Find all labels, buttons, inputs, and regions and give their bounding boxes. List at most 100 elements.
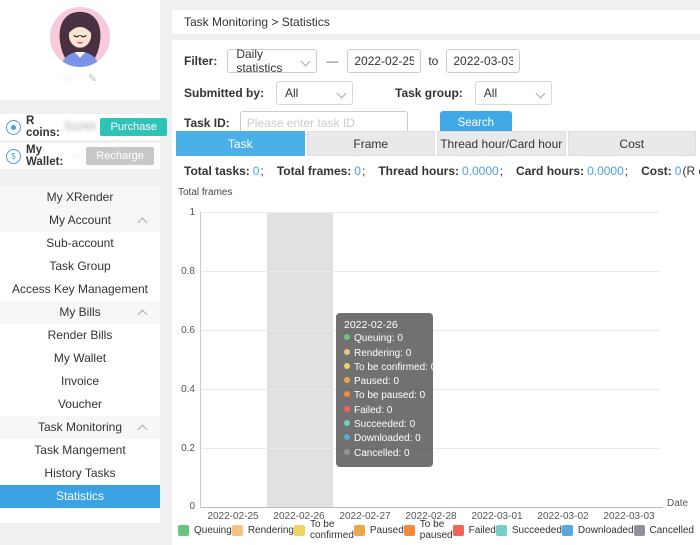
sidebar-item-my-bills[interactable]: My Bills xyxy=(0,301,160,324)
wallet-label: My Wallet: xyxy=(26,144,64,168)
y-tick: 0.8 xyxy=(181,266,195,277)
tooltip-row: Paused: 0 xyxy=(344,375,425,389)
summary-total-frames: Total frames: 0; xyxy=(276,164,366,178)
summary-thread-hours: Thread hours: 0.0000; xyxy=(378,164,504,178)
x-tick: 2022-03-03 xyxy=(603,511,655,522)
sidebar-item-my-xrender[interactable]: My XRender xyxy=(0,186,160,209)
legend-swatch xyxy=(403,524,415,536)
sidebar-item-task-mangement[interactable]: Task Mangement xyxy=(34,443,126,457)
legend-item-cancelled[interactable]: Cancelled xyxy=(633,524,694,536)
sidebar-item-label: My Account xyxy=(48,213,112,227)
series-dot-icon xyxy=(344,391,350,398)
x-tick: 2022-02-25 xyxy=(207,511,259,522)
legend-item-downloaded[interactable]: Downloaded xyxy=(561,524,634,536)
y-tick: 1 xyxy=(189,207,195,218)
user-avatar xyxy=(49,6,111,68)
tooltip-date: 2022-02-26 xyxy=(344,319,398,331)
y-tick: 0.6 xyxy=(181,325,195,336)
x-tick: 2022-03-01 xyxy=(471,511,523,522)
wallet-card: $ My Wallet: ·· Recharge xyxy=(0,143,160,169)
sidebar-item-task-group[interactable]: Task Group xyxy=(49,259,111,273)
legend-item-succeeded[interactable]: Succeeded xyxy=(495,524,562,536)
submitted-by-select[interactable]: All xyxy=(276,80,353,105)
tab-thread-hour-card-hour[interactable]: Thread hour/Card hour xyxy=(437,131,566,156)
sidebar-item-invoice[interactable]: Invoice xyxy=(60,374,100,388)
sidebar-item-render-bills[interactable]: Render Bills xyxy=(47,328,113,342)
legend-swatch xyxy=(178,524,189,536)
sidebar-item-sub-account[interactable]: Sub-account xyxy=(46,236,114,250)
r-coin-icon xyxy=(6,119,21,135)
r-coins-value: 51243 xyxy=(64,121,96,133)
tooltip-row: Cancelled: 0 xyxy=(344,447,425,461)
tooltip-row: Succeeded: 0 xyxy=(344,418,425,432)
sidebar-item-access-key-management[interactable]: Access Key Management xyxy=(11,282,149,296)
collapse-caret-icon xyxy=(137,424,148,435)
filter-label: Filter: xyxy=(184,53,218,68)
series-dot-icon xyxy=(344,362,350,369)
tab-task[interactable]: Task xyxy=(176,131,305,156)
sidebar-item-voucher[interactable]: Voucher xyxy=(57,397,103,411)
submitted-by-row: Submitted by: All Task group: All xyxy=(184,80,692,105)
range-separator: — xyxy=(326,53,339,68)
date-from-input[interactable] xyxy=(347,48,422,73)
wallet-dollar-icon: $ xyxy=(6,148,21,164)
tab-frame[interactable]: Frame xyxy=(306,131,435,156)
legend-item-paused[interactable]: Paused xyxy=(353,524,404,536)
filter-type-select[interactable]: Daily statistics xyxy=(227,47,318,75)
summary-cost: Cost:0(R coins) xyxy=(641,164,700,178)
legend-item-to-be-confirmed[interactable]: To be confirmed xyxy=(293,519,354,541)
sidebar-item-label: Task Monitoring xyxy=(37,420,123,434)
series-dot-icon xyxy=(344,448,350,455)
r-coins-label: R coins: xyxy=(26,115,60,139)
y-tick: 0 xyxy=(189,501,195,512)
series-dot-icon xyxy=(344,334,350,341)
legend-swatch xyxy=(293,524,305,536)
r-coins-card: R coins: 51243 Purchase xyxy=(0,114,167,140)
purchase-button[interactable]: Purchase xyxy=(100,118,167,136)
series-dot-icon xyxy=(344,420,350,427)
legend-swatch xyxy=(452,524,464,536)
series-dot-icon xyxy=(344,377,350,384)
breadcrumb[interactable]: Task Monitoring > Statistics xyxy=(172,10,700,34)
sidebar-item-statistics[interactable]: Statistics xyxy=(0,485,160,508)
tab-cost[interactable]: Cost xyxy=(567,131,696,156)
legend-item-to-be-paused[interactable]: To be paused xyxy=(403,519,453,541)
submitted-by-value: All xyxy=(285,85,299,100)
legend-item-queuing[interactable]: Queuing xyxy=(178,524,232,536)
sidebar-item-my-wallet[interactable]: My Wallet xyxy=(53,351,107,365)
sidebar-item-task-monitoring[interactable]: Task Monitoring xyxy=(0,416,160,439)
chart-legend: Queuing Rendering To be confirmed Paused… xyxy=(178,519,694,541)
x-axis-labels: 2022-02-25 2022-02-26 2022-02-27 2022-02… xyxy=(200,511,662,522)
legend-item-failed[interactable]: Failed xyxy=(452,524,496,536)
sidebar-item-my-account[interactable]: My Account xyxy=(0,209,160,232)
frames-chart: Total frames 1 0.8 0.6 0.4 0.2 0 2022-02… xyxy=(172,187,700,522)
edit-profile-icon[interactable]: ✎ xyxy=(87,73,98,85)
task-group-value: All xyxy=(483,85,498,100)
series-dot-icon xyxy=(344,348,350,355)
series-dot-icon xyxy=(344,405,350,412)
summary-card-hours: Card hours: 0.0000; xyxy=(516,164,629,178)
range-to-label: to xyxy=(428,53,439,68)
chart-tooltip: 2022-02-26 Queuing: 0 Rendering: 0 To be… xyxy=(336,313,436,467)
task-group-label: Task group: xyxy=(395,85,463,100)
sidebar-item-history-tasks[interactable]: History Tasks xyxy=(44,466,116,480)
filter-row: Filter: Daily statistics — to xyxy=(184,47,692,75)
hover-highlight-band xyxy=(267,212,333,507)
task-group-select[interactable]: All xyxy=(474,80,552,105)
y-tick: 0.4 xyxy=(181,384,195,395)
legend-swatch xyxy=(561,524,573,536)
chevron-down-icon xyxy=(300,56,311,66)
x-axis-title: Date xyxy=(667,498,689,509)
x-tick: 2022-03-02 xyxy=(537,511,589,522)
x-tick: 2022-02-26 xyxy=(273,511,325,522)
summary-total-tasks: Total tasks: 0; xyxy=(184,164,264,178)
gridline xyxy=(201,271,659,272)
x-tick: 2022-02-27 xyxy=(339,511,391,522)
date-to-input[interactable] xyxy=(446,48,521,73)
tooltip-row: Failed: 0 xyxy=(344,404,425,418)
legend-item-rendering[interactable]: Rendering xyxy=(231,524,294,536)
legend-swatch xyxy=(633,524,645,536)
recharge-button[interactable]: Recharge xyxy=(86,147,154,165)
legend-swatch xyxy=(231,524,243,536)
tooltip-row: To be confirmed: 0 xyxy=(344,361,436,375)
